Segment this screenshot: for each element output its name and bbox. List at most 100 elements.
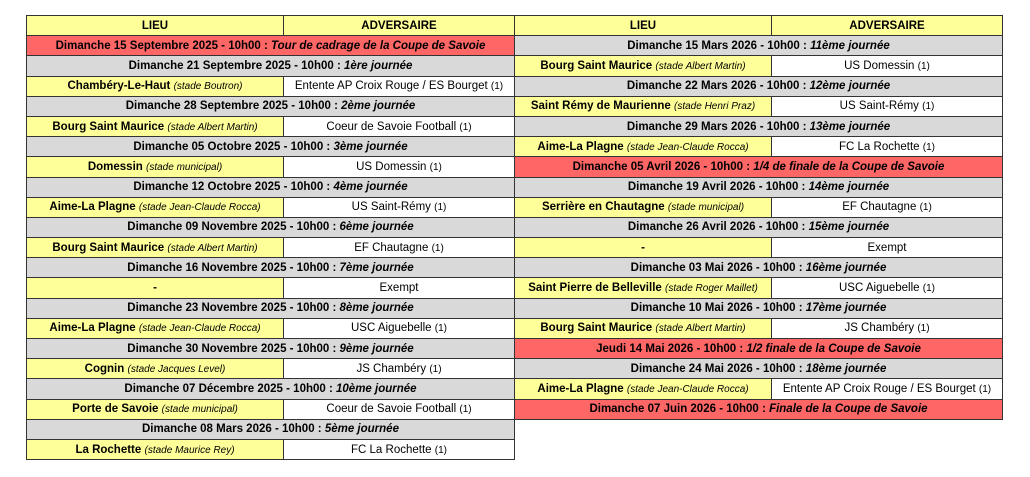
event-cell: Dimanche 05 Octobre 2025 - 10h00 : 3ème … xyxy=(26,136,515,158)
venue-cell: La Rochette (stade Maurice Rey) xyxy=(26,438,284,461)
event-date: Dimanche 28 Septembre 2025 - 10h00 : xyxy=(125,100,338,113)
event-row: Dimanche 05 Octobre 2025 - 10h00 : 3ème … xyxy=(26,136,515,158)
event-date: Dimanche 05 Avril 2026 - 10h00 : xyxy=(572,160,751,173)
event-date: Dimanche 30 Novembre 2025 - 10h00 : xyxy=(127,342,337,355)
match-row: Bourg Saint Maurice (stade Albert Martin… xyxy=(26,237,515,259)
opponent-note: (1) xyxy=(429,363,442,375)
event-date: Dimanche 05 Octobre 2025 - 10h00 : xyxy=(133,140,331,153)
opponent-cell: Exempt xyxy=(283,277,515,299)
event-date: Dimanche 15 Septembre 2025 - 10h00 : xyxy=(55,39,268,52)
event-label: 9ème journée xyxy=(339,342,414,355)
event-label: 8ème journée xyxy=(339,302,414,315)
opponent-note: (1) xyxy=(978,383,992,395)
event-label: 1/4 de finale de la Coupe de Savoie xyxy=(753,160,945,173)
event-label: 2ème journée xyxy=(341,100,416,113)
event-cell: Dimanche 15 Septembre 2025 - 10h00 : Tou… xyxy=(26,35,515,57)
event-cell: Dimanche 12 Octobre 2025 - 10h00 : 4ème … xyxy=(26,176,515,198)
opponent-cell: FC La Rochette (1) xyxy=(283,438,515,461)
event-label: 3ème journée xyxy=(333,140,408,153)
opponent-name: US Saint-Rémy xyxy=(351,201,431,214)
event-date: Dimanche 21 Septembre 2025 - 10h00 : xyxy=(128,59,341,72)
event-row: Dimanche 08 Mars 2026 - 10h00 : 5ème jou… xyxy=(26,418,515,440)
match-row: Bourg Saint Maurice (stade Albert Martin… xyxy=(514,317,1003,340)
opponent-note: (1) xyxy=(459,121,472,133)
match-row: Aime-La Plagne (stade Jean-Claude Rocca)… xyxy=(514,136,1003,158)
event-cell: Dimanche 29 Mars 2026 - 10h00 : 13ème jo… xyxy=(514,115,1003,138)
event-date: Dimanche 09 Novembre 2025 - 10h00 : xyxy=(127,221,337,234)
stadium-name: (stade Jacques Level) xyxy=(127,363,226,375)
stadium-name: (stade Jean-Claude Rocca) xyxy=(626,383,749,395)
event-row: Jeudi 14 Mai 2026 - 10h00 : 1/2 finale d… xyxy=(514,337,1003,360)
event-row: Dimanche 24 Mai 2026 - 10h00 : 18ème jou… xyxy=(514,358,1003,380)
opponent-note: (1) xyxy=(922,101,935,113)
event-row: Dimanche 30 Novembre 2025 - 10h00 : 9ème… xyxy=(26,337,515,360)
opponent-name: FC La Rochette xyxy=(351,443,432,456)
stadium-name: (stade municipal) xyxy=(667,202,745,214)
event-cell: Dimanche 07 Juin 2026 - 10h00 : Finale d… xyxy=(514,398,1003,420)
opponent-name: Entente AP Croix Rouge / ES Bourget xyxy=(782,382,976,395)
stadium-name: (stade Albert Martin) xyxy=(655,323,746,335)
event-date: Dimanche 29 Mars 2026 - 10h00 : xyxy=(626,120,807,133)
event-row: Dimanche 22 Mars 2026 - 10h00 : 12ème jo… xyxy=(514,75,1003,97)
stadium-name: (stade Jean-Claude Rocca) xyxy=(626,141,749,153)
opponent-name: Exempt xyxy=(867,241,907,254)
venue-cell: Aime-La Plagne (stade Jean-Claude Rocca) xyxy=(514,136,772,158)
event-row: Dimanche 10 Mai 2026 - 10h00 : 17ème jou… xyxy=(514,297,1003,319)
venue-name: Saint Rémy de Maurienne xyxy=(530,100,671,113)
stadium-name: (stade Jean-Claude Rocca) xyxy=(138,202,261,214)
event-cell: Dimanche 10 Mai 2026 - 10h00 : 17ème jou… xyxy=(514,297,1003,319)
opponent-note: (1) xyxy=(490,81,504,93)
event-label: 12ème journée xyxy=(809,80,891,93)
opponent-name: EF Chautagne xyxy=(842,201,917,214)
venue-name: Aime-La Plagne xyxy=(49,322,136,335)
event-date: Dimanche 03 Mai 2026 - 10h00 : xyxy=(630,261,803,274)
opponent-note: (1) xyxy=(922,141,935,153)
venue-name: - xyxy=(153,282,157,295)
event-row: Dimanche 15 Mars 2026 - 10h00 : 11ème jo… xyxy=(514,35,1003,57)
opponent-note: (1) xyxy=(429,161,442,173)
event-row: Dimanche 29 Mars 2026 - 10h00 : 13ème jo… xyxy=(514,115,1003,138)
event-label: 1/2 finale de la Coupe de Savoie xyxy=(746,342,921,355)
venue-name: Porte de Savoie xyxy=(72,403,159,416)
header-lieu: LIEU xyxy=(26,14,284,37)
opponent-name: JS Chambéry xyxy=(844,322,915,335)
header-row: LIEU ADVERSAIRE xyxy=(26,14,515,37)
venue-name: Saint Pierre de Belleville xyxy=(528,282,662,295)
stadium-name: (stade Albert Martin) xyxy=(655,60,746,72)
event-label: 14ème journée xyxy=(808,181,890,194)
event-date: Dimanche 15 Mars 2026 - 10h00 : xyxy=(627,39,807,52)
opponent-cell: JS Chambéry (1) xyxy=(283,358,515,380)
stadium-name: (stade municipal) xyxy=(161,404,238,416)
event-row: Dimanche 16 Novembre 2025 - 10h00 : 7ème… xyxy=(26,257,515,279)
event-cell: Dimanche 23 Novembre 2025 - 10h00 : 8ème… xyxy=(26,297,515,319)
match-row: Chambéry-Le-Haut (stade Boutron) Entente … xyxy=(26,75,515,97)
event-cell: Dimanche 05 Avril 2026 - 10h00 : 1/4 de … xyxy=(514,156,1003,178)
event-date: Dimanche 19 Avril 2026 - 10h00 : xyxy=(627,181,806,194)
opponent-cell: EF Chautagne (1) xyxy=(283,237,515,259)
opponent-cell: US Saint-Rémy (1) xyxy=(283,196,515,218)
event-cell: Dimanche 22 Mars 2026 - 10h00 : 12ème jo… xyxy=(514,75,1003,97)
event-row: Dimanche 03 Mai 2026 - 10h00 : 16ème jou… xyxy=(514,257,1003,279)
event-row: Dimanche 19 Avril 2026 - 10h00 : 14ème j… xyxy=(514,176,1003,198)
event-date: Dimanche 26 Avril 2026 - 10h00 : xyxy=(627,221,806,234)
opponent-cell: Coeur de Savoie Football (1) xyxy=(283,398,515,420)
match-row: Cognin (stade Jacques Level) JS Chambéry … xyxy=(26,358,515,380)
match-row: Domessin (stade municipal) US Domessin (1… xyxy=(26,156,515,178)
event-date: Dimanche 24 Mai 2026 - 10h00 : xyxy=(630,362,803,375)
header-lieu: LIEU xyxy=(514,14,772,37)
venue-name: Aime-La Plagne xyxy=(537,382,624,395)
opponent-note: (1) xyxy=(459,404,472,416)
venue-name: Bourg Saint Maurice xyxy=(540,59,653,72)
event-cell: Dimanche 08 Mars 2026 - 10h00 : 5ème jou… xyxy=(26,418,515,440)
event-date: Dimanche 07 Juin 2026 - 10h00 : xyxy=(589,403,766,416)
event-label: 16ème journée xyxy=(805,261,887,274)
opponent-name: US Domessin xyxy=(356,160,427,173)
event-date: Dimanche 08 Mars 2026 - 10h00 : xyxy=(142,423,322,436)
opponent-name: JS Chambéry xyxy=(356,362,427,375)
venue-name: Cognin xyxy=(84,362,125,375)
event-row: Dimanche 15 Septembre 2025 - 10h00 : Tou… xyxy=(26,35,515,57)
opponent-cell: USC Aiguebelle (1) xyxy=(283,317,515,340)
venue-cell: Serrière en Chautagne (stade municipal) xyxy=(514,196,772,218)
event-date: Jeudi 14 Mai 2026 - 10h00 : xyxy=(596,342,744,355)
opponent-cell: USC Aiguebelle (1) xyxy=(771,277,1003,299)
